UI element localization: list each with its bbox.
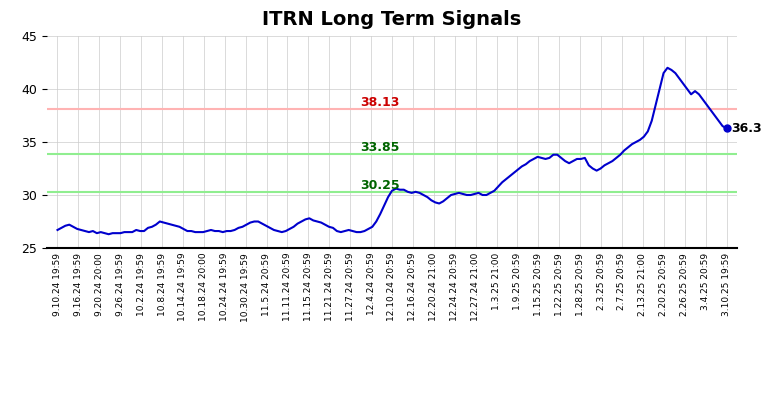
Text: 30.25: 30.25 — [361, 179, 401, 192]
Text: 33.85: 33.85 — [361, 141, 400, 154]
Text: 36.3: 36.3 — [731, 122, 761, 135]
Point — [720, 125, 733, 132]
Title: ITRN Long Term Signals: ITRN Long Term Signals — [263, 10, 521, 29]
Text: 38.13: 38.13 — [361, 96, 400, 109]
